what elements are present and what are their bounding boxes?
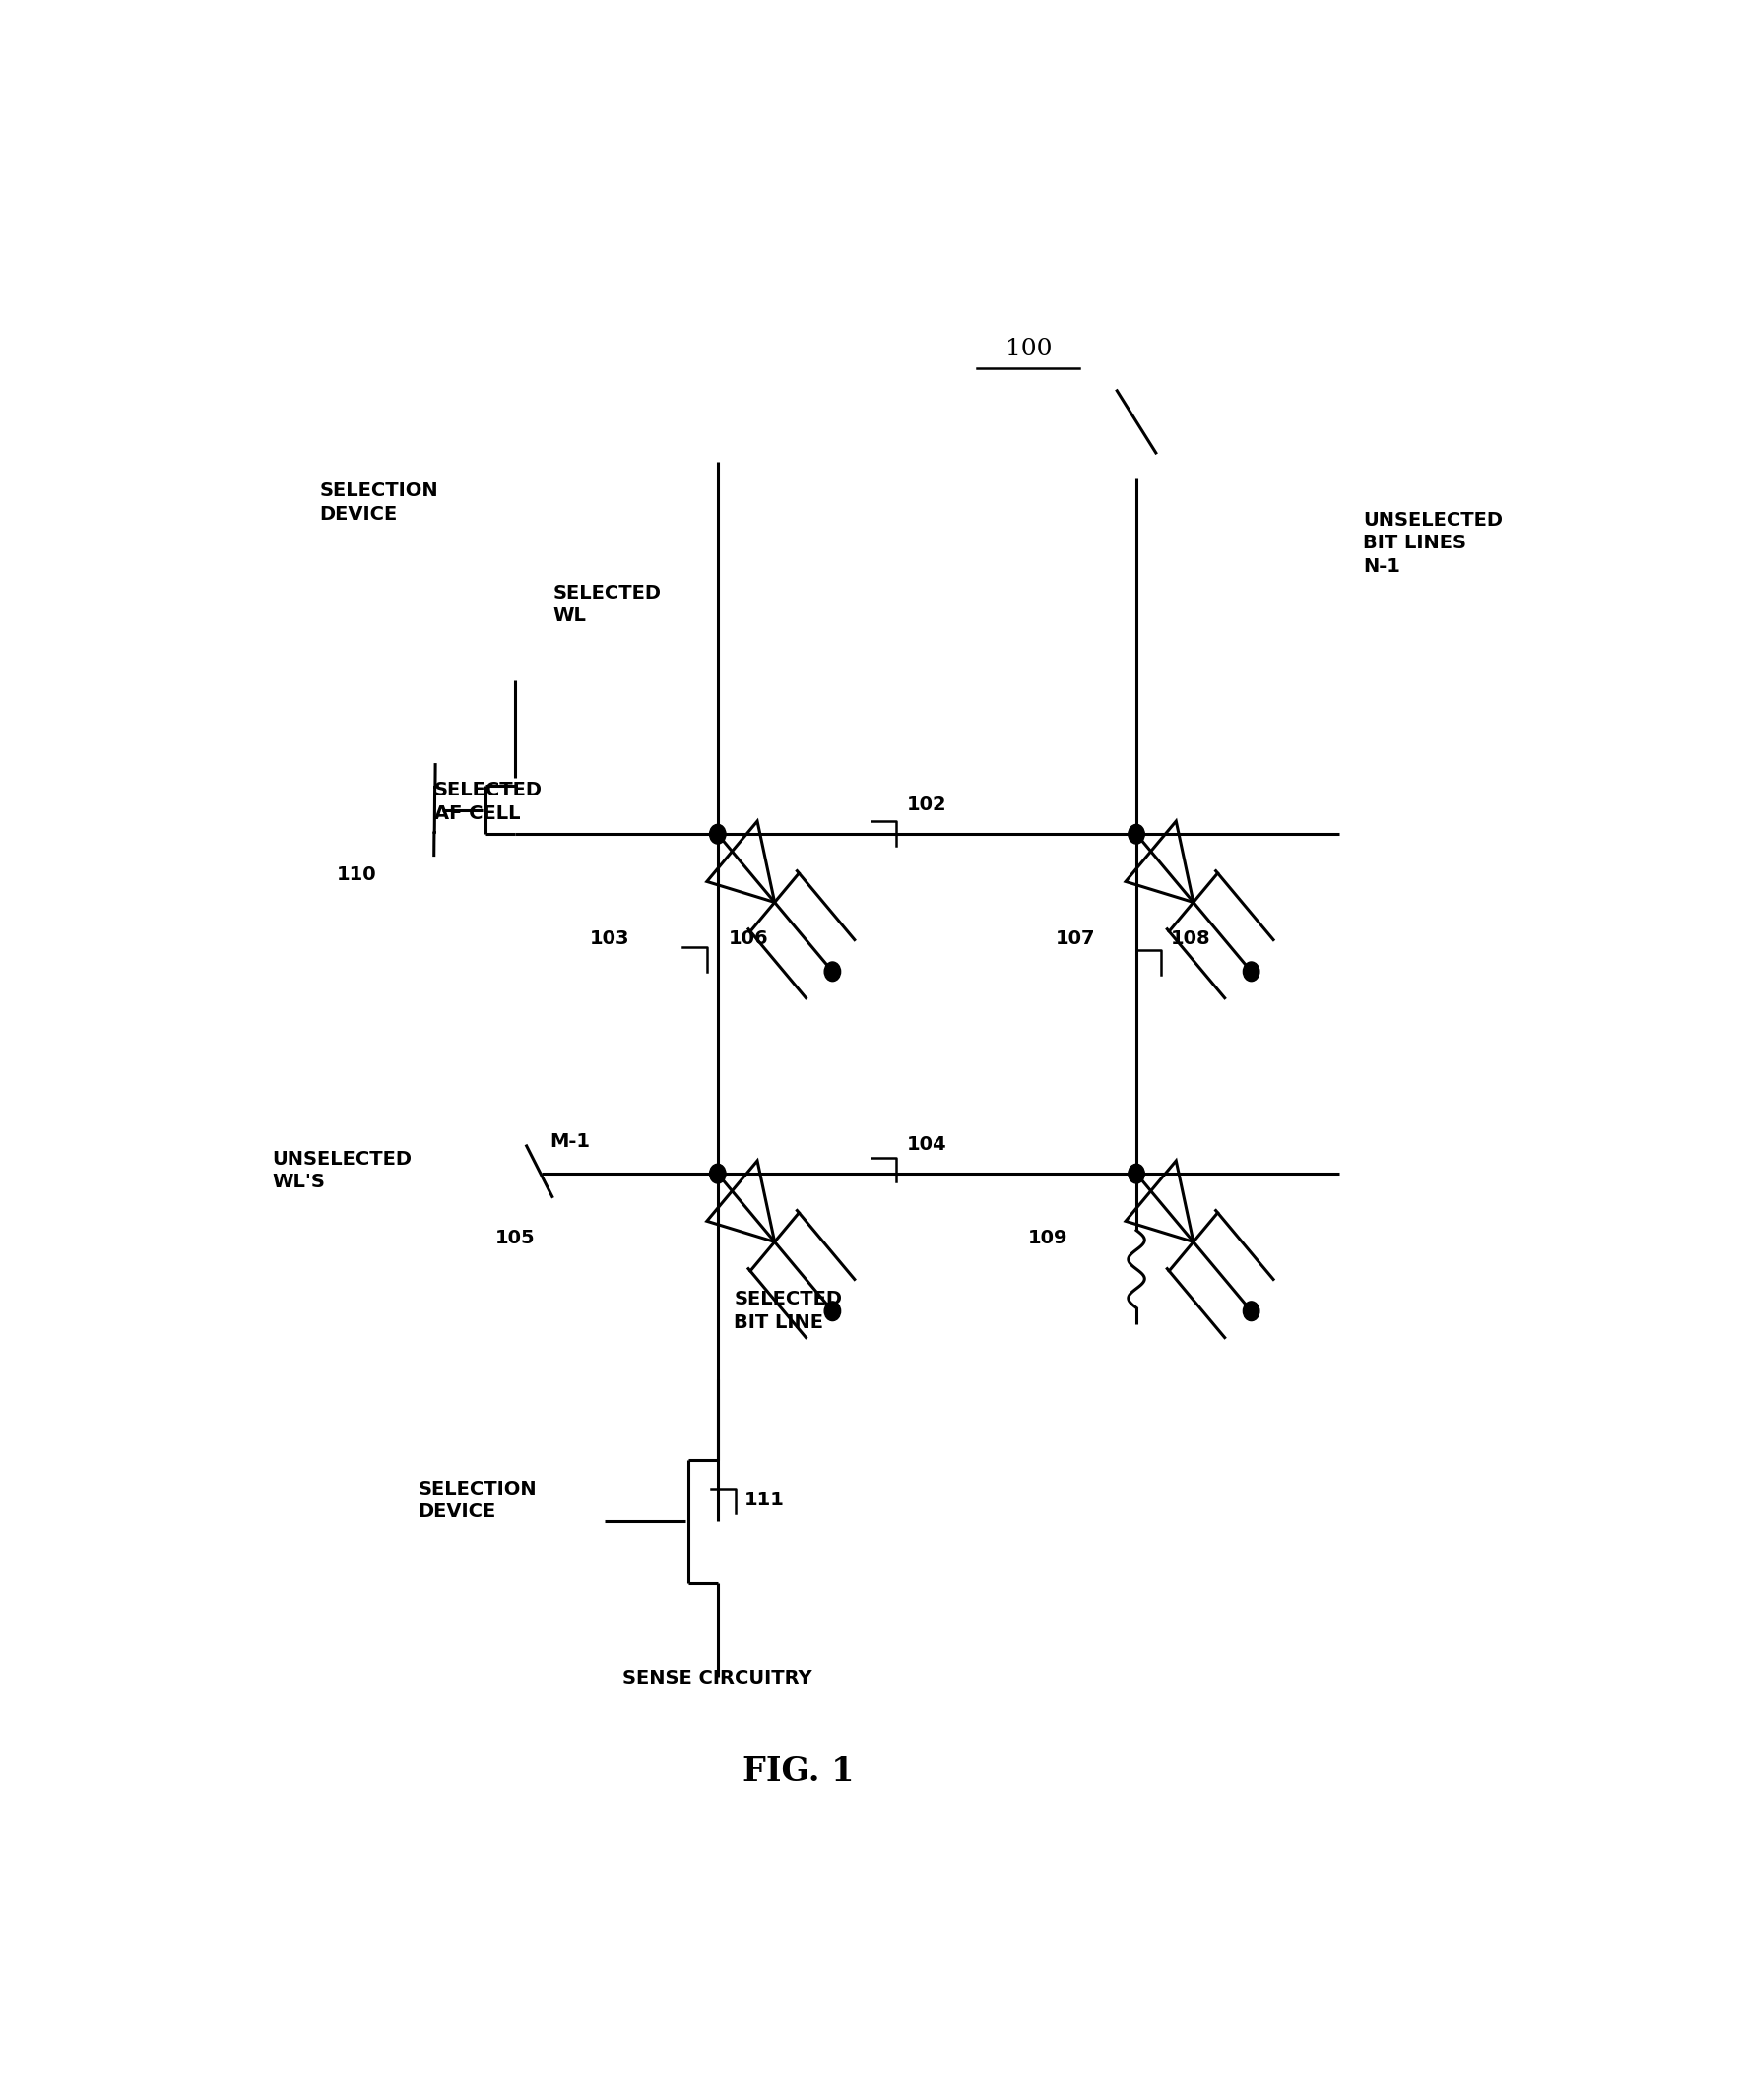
Text: 109: 109 (1028, 1228, 1068, 1247)
Text: 107: 107 (1056, 930, 1095, 949)
Text: SELECTED
BIT LINE: SELECTED BIT LINE (734, 1289, 842, 1331)
Circle shape (1128, 1163, 1145, 1184)
Circle shape (824, 962, 840, 981)
Circle shape (1243, 962, 1260, 981)
Circle shape (824, 1302, 840, 1321)
Text: FIG. 1: FIG. 1 (743, 1756, 854, 1789)
Circle shape (709, 1163, 725, 1184)
Circle shape (1128, 825, 1145, 844)
Text: SELECTION
DEVICE: SELECTION DEVICE (319, 481, 437, 523)
Text: 102: 102 (906, 796, 946, 815)
Text: 108: 108 (1170, 930, 1210, 949)
Text: UNSELECTED
BIT LINES
N-1: UNSELECTED BIT LINES N-1 (1363, 510, 1502, 575)
Text: 110: 110 (336, 865, 376, 884)
Text: UNSELECTED
WL'S: UNSELECTED WL'S (272, 1149, 411, 1191)
Text: 104: 104 (906, 1136, 946, 1153)
Text: SELECTED
WL: SELECTED WL (553, 584, 661, 626)
Text: 100: 100 (1006, 338, 1051, 361)
Text: 111: 111 (744, 1491, 784, 1510)
Text: SELECTION
DEVICE: SELECTION DEVICE (418, 1478, 537, 1520)
Text: 105: 105 (495, 1228, 535, 1247)
Text: SENSE CIRCUITRY: SENSE CIRCUITRY (622, 1670, 812, 1688)
Text: 106: 106 (729, 930, 769, 949)
Text: SELECTED
AF CELL: SELECTED AF CELL (434, 781, 542, 823)
Circle shape (1243, 1302, 1260, 1321)
Text: 103: 103 (589, 930, 629, 949)
Text: M-1: M-1 (551, 1132, 591, 1151)
Circle shape (709, 825, 725, 844)
